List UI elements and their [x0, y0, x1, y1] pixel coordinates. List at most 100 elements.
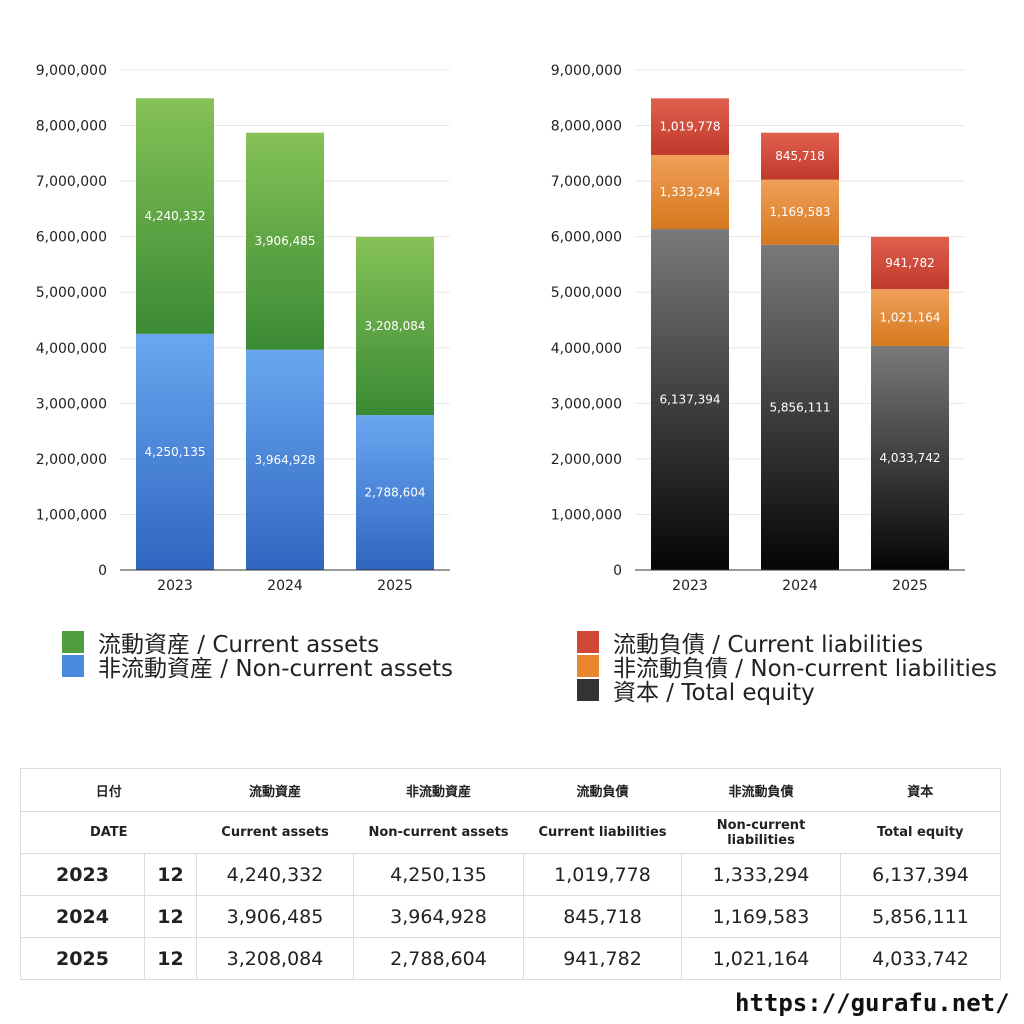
bar-segment	[356, 236, 434, 416]
y-tick-label: 1,000,000	[36, 507, 107, 523]
y-tick-label: 8,000,000	[36, 119, 107, 135]
y-tick-label: 1,000,000	[551, 507, 622, 523]
cell-non-current-liabilities: 1,021,164	[681, 937, 842, 980]
x-tick-label: 2023	[157, 578, 193, 594]
bar-data-label: 1,169,583	[769, 205, 830, 219]
table-header-en: DATE Current assets Non-current assets C…	[19, 811, 1002, 854]
y-tick-label: 4,000,000	[36, 341, 107, 357]
x-tick-label: 2025	[892, 578, 928, 594]
table-row: 2023 12 4,240,332 4,250,135 1,019,778 1,…	[20, 853, 1002, 896]
y-tick-label: 0	[98, 563, 107, 579]
cell-total-equity: 4,033,742	[840, 937, 1002, 980]
bar-segment	[871, 345, 949, 570]
cell-non-current-assets: 2,788,604	[353, 937, 525, 980]
y-tick-label: 6,000,000	[551, 230, 622, 246]
bar-data-label: 845,718	[775, 149, 825, 163]
legend-label-non-current-liabilities: 非流動負債 / Non-current liabilities	[613, 656, 997, 682]
row-month: 12	[143, 895, 198, 938]
bar-segment	[136, 333, 214, 570]
legend-swatch-non-current-liabilities	[577, 655, 599, 677]
x-tick-label: 2025	[377, 578, 413, 594]
header-non-current-liabilities-en: Non-current liabilities	[681, 811, 841, 854]
y-tick-label: 4,000,000	[551, 341, 622, 357]
cell-total-equity: 6,137,394	[840, 853, 1002, 896]
bar-segment	[761, 179, 839, 245]
legend-swatch-current-liabilities	[577, 631, 599, 653]
bar-data-label: 4,250,135	[144, 445, 205, 459]
cell-non-current-assets: 4,250,135	[353, 853, 525, 896]
bar-segment	[761, 244, 839, 570]
row-year: 2023	[20, 853, 145, 896]
header-date-en: DATE	[19, 811, 197, 854]
legend-swatch-non-current-assets	[62, 655, 84, 677]
assets-chart: 0 1,000,000 2,000,000 3,000,000 4,000,000 5,0…	[36, 63, 450, 594]
legend-item-non-current-liabilities: 非流動負債 / Non-current liabilities	[577, 654, 997, 682]
header-total-equity-en: Total equity	[840, 811, 1002, 854]
bar-segment	[651, 98, 729, 155]
legend-item-current-assets: 流動資産 / Current assets	[62, 630, 453, 658]
bar-data-label: 5,856,111	[769, 400, 830, 414]
cell-non-current-liabilities: 1,169,583	[681, 895, 842, 938]
cell-current-liabilities: 941,782	[523, 937, 683, 980]
bar-data-label: 3,964,928	[254, 453, 315, 467]
y-tick-label: 0	[613, 563, 622, 579]
bar-data-label: 1,333,294	[659, 185, 720, 199]
bar-data-label: 1,019,778	[659, 120, 720, 134]
header-current-assets-ja: 流動資産	[196, 768, 354, 812]
cell-current-assets: 4,240,332	[196, 853, 355, 896]
cell-non-current-assets: 3,964,928	[353, 895, 525, 938]
bar-data-label: 6,137,394	[659, 393, 720, 407]
y-tick-label: 3,000,000	[551, 396, 622, 412]
bar-data-label: 1,021,164	[879, 311, 940, 325]
bar-data-label: 2,788,604	[364, 486, 425, 500]
cell-current-assets: 3,208,084	[196, 937, 355, 980]
table-row: 2024 12 3,906,485 3,964,928 845,718 1,16…	[20, 895, 1002, 938]
header-current-liabilities-en: Current liabilities	[523, 811, 682, 854]
x-tick-label: 2023	[672, 578, 708, 594]
bar-segment	[761, 132, 839, 180]
y-tick-label: 2,000,000	[36, 452, 107, 468]
liabilities-equity-chart: 0 1,000,000 2,000,000 3,000,000 4,000,000 5,0…	[551, 63, 965, 594]
x-tick-label: 2024	[267, 578, 303, 594]
y-tick-label: 7,000,000	[551, 174, 622, 190]
cell-non-current-liabilities: 1,333,294	[681, 853, 842, 896]
liabilities-legend: 流動負債 / Current liabilities 非流動負債 / Non-c…	[577, 630, 997, 706]
bar-segment	[651, 154, 729, 230]
cell-current-liabilities: 845,718	[523, 895, 683, 938]
legend-item-non-current-assets: 非流動資産 / Non-current assets	[62, 654, 453, 682]
y-tick-label: 9,000,000	[551, 63, 622, 79]
header-non-current-liabilities-ja: 非流動負債	[681, 768, 841, 812]
bar-data-label: 4,240,332	[144, 209, 205, 223]
y-tick-label: 9,000,000	[36, 63, 107, 79]
header-current-liabilities-ja: 流動負債	[523, 768, 682, 812]
cell-current-assets: 3,906,485	[196, 895, 355, 938]
bar-segment	[871, 236, 949, 290]
bar-data-label: 3,906,485	[254, 234, 315, 248]
row-year: 2025	[20, 937, 145, 980]
bar-segment	[651, 229, 729, 570]
header-non-current-assets-en: Non-current assets	[353, 811, 524, 854]
y-tick-label: 5,000,000	[551, 285, 622, 301]
bar-segment	[871, 289, 949, 346]
header-date-ja: 日付	[19, 768, 197, 812]
y-tick-label: 2,000,000	[551, 452, 622, 468]
bar-data-label: 941,782	[885, 256, 935, 270]
bar-segment	[136, 98, 214, 334]
charts-canvas: 0 1,000,000 2,000,000 3,000,000 4,000,000 5,0…	[36, 63, 965, 594]
site-url[interactable]: https://gurafu.net/	[735, 989, 1010, 1017]
y-tick-label: 7,000,000	[36, 174, 107, 190]
table-header-ja: 日付 流動資産 非流動資産 流動負債 非流動負債 資本	[19, 768, 1002, 812]
legend-label-current-liabilities: 流動負債 / Current liabilities	[613, 632, 924, 658]
legend-item-total-equity: 資本 / Total equity	[577, 678, 997, 706]
header-total-equity-ja: 資本	[840, 768, 1002, 812]
bar-segment	[356, 415, 434, 570]
cell-current-liabilities: 1,019,778	[523, 853, 683, 896]
row-year: 2024	[20, 895, 145, 938]
header-non-current-assets-ja: 非流動資産	[353, 768, 524, 812]
data-table: 日付 流動資産 非流動資産 流動負債 非流動負債 資本 DATE Current…	[19, 768, 1002, 980]
cell-total-equity: 5,856,111	[840, 895, 1002, 938]
row-month: 12	[143, 853, 198, 896]
legend-swatch-total-equity	[577, 679, 599, 701]
y-tick-label: 6,000,000	[36, 230, 107, 246]
legend-label-total-equity: 資本 / Total equity	[613, 680, 815, 706]
